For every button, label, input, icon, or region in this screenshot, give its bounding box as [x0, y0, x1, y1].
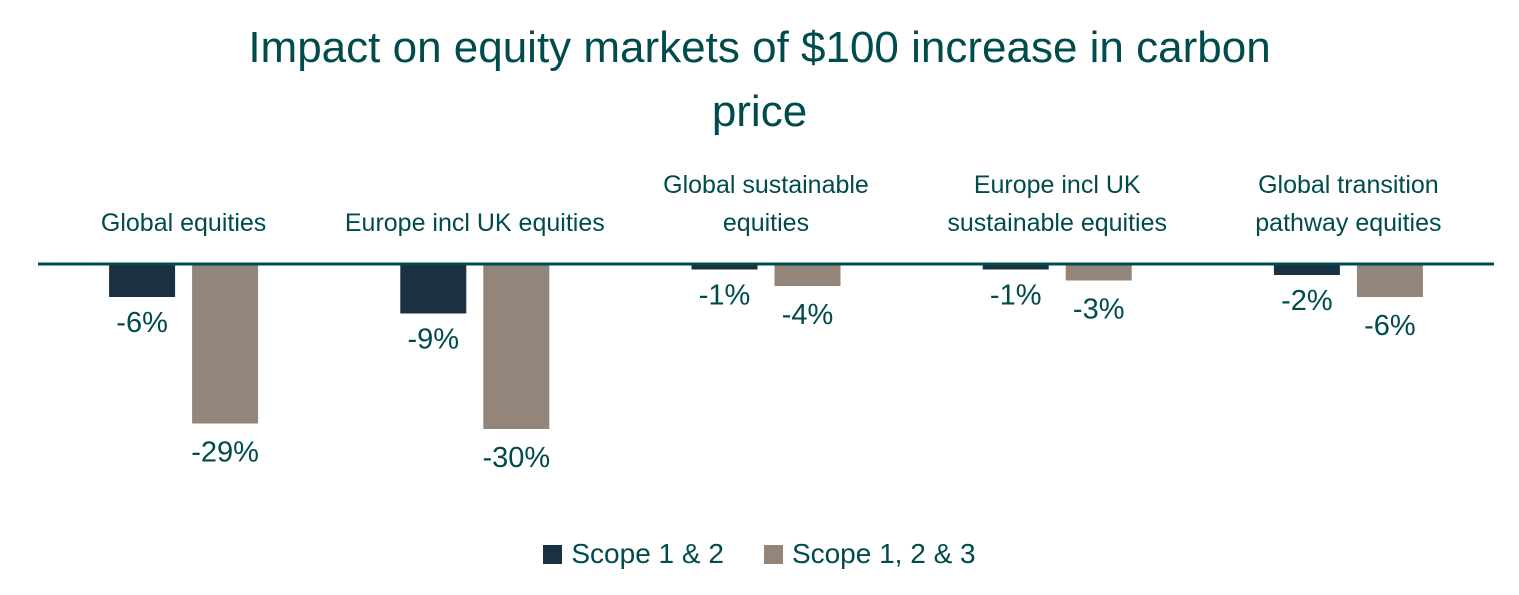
chart-title-line-2: price: [711, 87, 808, 136]
category-label-europe-incl-uk-sustainable-equities-line-2: sustainable equities: [947, 209, 1167, 237]
legend-label-scope-1-2-3: Scope 1, 2 & 3: [791, 538, 976, 569]
data-label-scope-1-2-global-sustainable-equities: -1%: [699, 280, 751, 312]
category-label-europe-incl-uk-sustainable-equities-line-1: Europe incl UK: [974, 171, 1141, 199]
bar-scope-1-2-3-global-transition-pathway-equities[interactable]: [1356, 264, 1423, 297]
data-label-scope-1-2-europe-incl-uk-equities: -9%: [408, 324, 460, 356]
data-label-scope-1-2-3-europe-incl-uk-equities: -30%: [482, 442, 550, 474]
data-label-scope-1-2-global-transition-pathway-equities: -2%: [1281, 285, 1333, 317]
chart-title-line-1: Impact on equity markets of $100 increas…: [248, 23, 1271, 72]
data-label-scope-1-2-3-europe-incl-uk-sustainable-equities: -3%: [1073, 294, 1125, 326]
legend: Scope 1 & 2 Scope 1, 2 & 3: [0, 534, 1519, 574]
bar-scope-1-2-global-transition-pathway-equities[interactable]: [1273, 264, 1340, 275]
data-label-scope-1-2-europe-incl-uk-sustainable-equities: -1%: [990, 280, 1042, 312]
value-labels: -6% -29% -9% -30% -1% -4% -1% -3% -2% -6%: [116, 280, 1415, 475]
data-label-scope-1-2-global-equities: -6%: [116, 307, 168, 339]
bar-scope-1-2-3-global-sustainable-equities[interactable]: [774, 264, 841, 286]
chart-title: Impact on equity markets of $100 increas…: [0, 16, 1519, 144]
data-label-scope-1-2-3-global-sustainable-equities: -4%: [782, 299, 834, 331]
legend-label-scope-1-2: Scope 1 & 2: [571, 538, 724, 569]
legend-swatch-scope-1-2: [543, 544, 563, 564]
legend-item-scope-1-2[interactable]: Scope 1 & 2: [543, 534, 724, 574]
category-label-global-transition-pathway-equities-line-1: Global transition: [1258, 171, 1439, 199]
bar-scope-1-2-europe-incl-uk-equities[interactable]: [400, 264, 467, 314]
category-label-global-equities-line-1: Global equities: [101, 209, 266, 237]
bar-scope-1-2-3-europe-incl-uk-equities[interactable]: [483, 264, 550, 429]
category-label-global-transition-pathway-equities-line-2: pathway equities: [1255, 209, 1441, 237]
category-labels: Global equities Europe incl UK equities Gl…: [101, 171, 1442, 237]
bar-scope-1-2-3-europe-incl-uk-sustainable-equities[interactable]: [1065, 264, 1132, 281]
legend-swatch-scope-1-2-3: [763, 544, 783, 564]
bar-scope-1-2-europe-incl-uk-sustainable-equities[interactable]: [982, 264, 1049, 270]
data-label-scope-1-2-3-global-equities: -29%: [191, 437, 259, 469]
category-label-global-sustainable-equities-line-1: Global sustainable: [663, 171, 869, 199]
bar-scope-1-2-3-global-equities[interactable]: [192, 264, 259, 424]
category-label-europe-incl-uk-equities-line-1: Europe incl UK equities: [345, 209, 605, 237]
bar-scope-1-2-global-sustainable-equities[interactable]: [691, 264, 758, 270]
category-label-global-sustainable-equities-line-2: equities: [723, 209, 809, 237]
bars: [109, 264, 1423, 429]
legend-item-scope-1-2-3[interactable]: Scope 1, 2 & 3: [763, 534, 976, 574]
data-label-scope-1-2-3-global-transition-pathway-equities: -6%: [1364, 310, 1416, 342]
bar-scope-1-2-global-equities[interactable]: [109, 264, 176, 297]
